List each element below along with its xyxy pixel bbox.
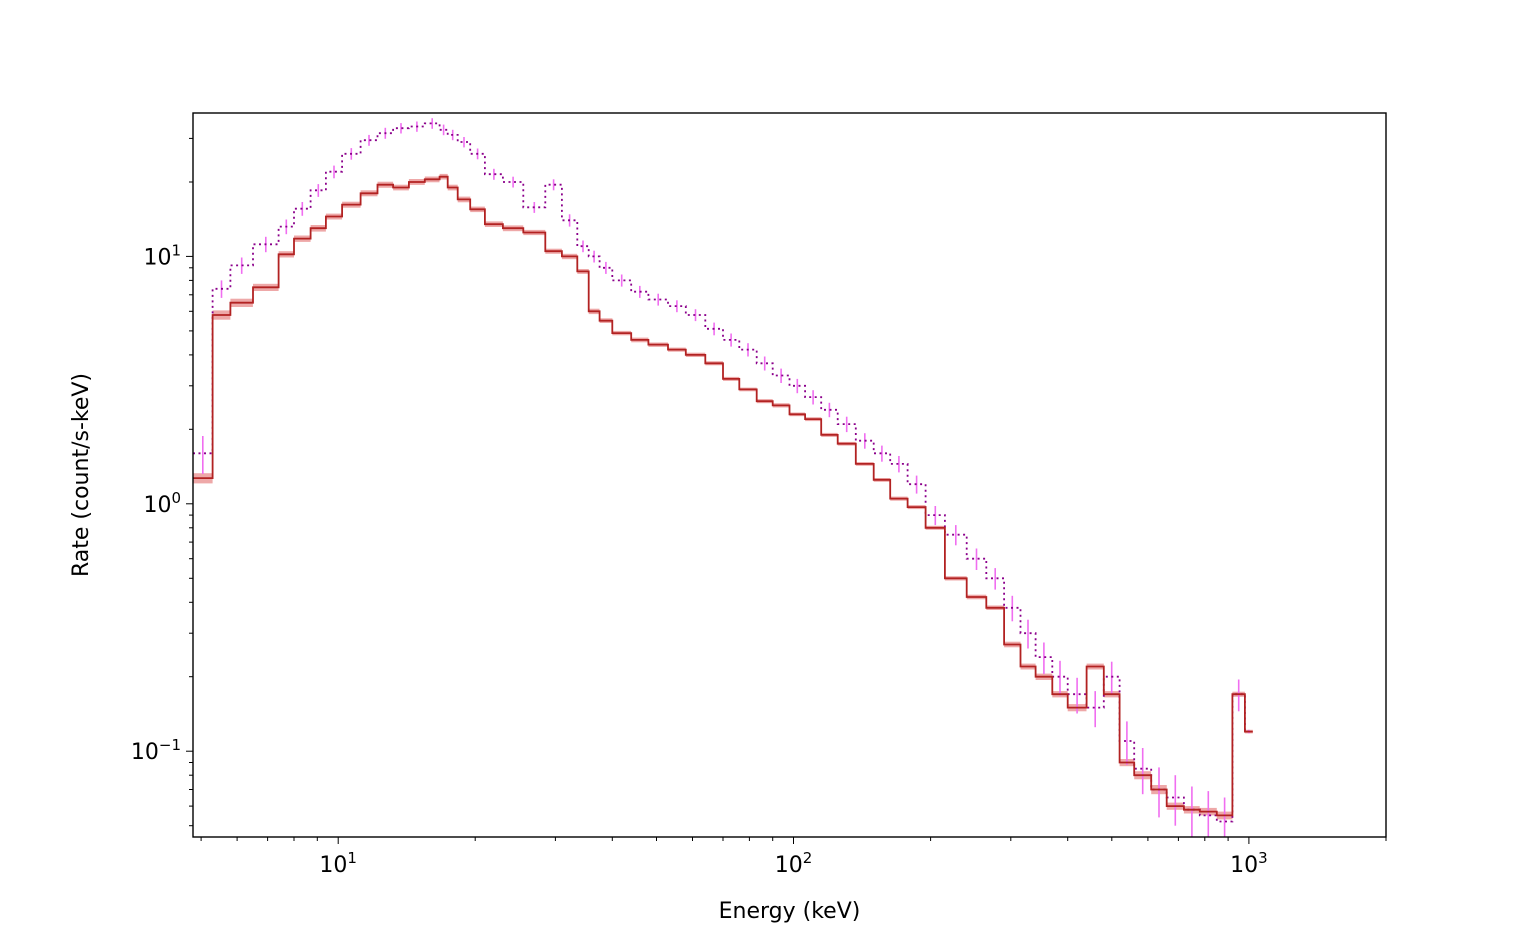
y-tick-label: 100 [143,489,181,518]
plot-area [193,118,1253,837]
data-step-line [193,122,1253,823]
x-axis-label: Energy (keV) [719,899,861,924]
x-tick-label: 103 [1230,849,1268,878]
y-tick-label: 10−1 [131,736,181,765]
y-tick-label: 101 [143,241,181,270]
model-step-line [193,175,1253,817]
x-tick-label: 101 [319,849,357,878]
axes-frame [192,112,1387,838]
plot-content [193,118,1253,837]
axis-ticks: 101 102 103 10−1 100 101 [131,137,1387,878]
y-axis-label: Rate (count/s-keV) [69,373,94,577]
x-tick-label: 102 [775,849,813,878]
